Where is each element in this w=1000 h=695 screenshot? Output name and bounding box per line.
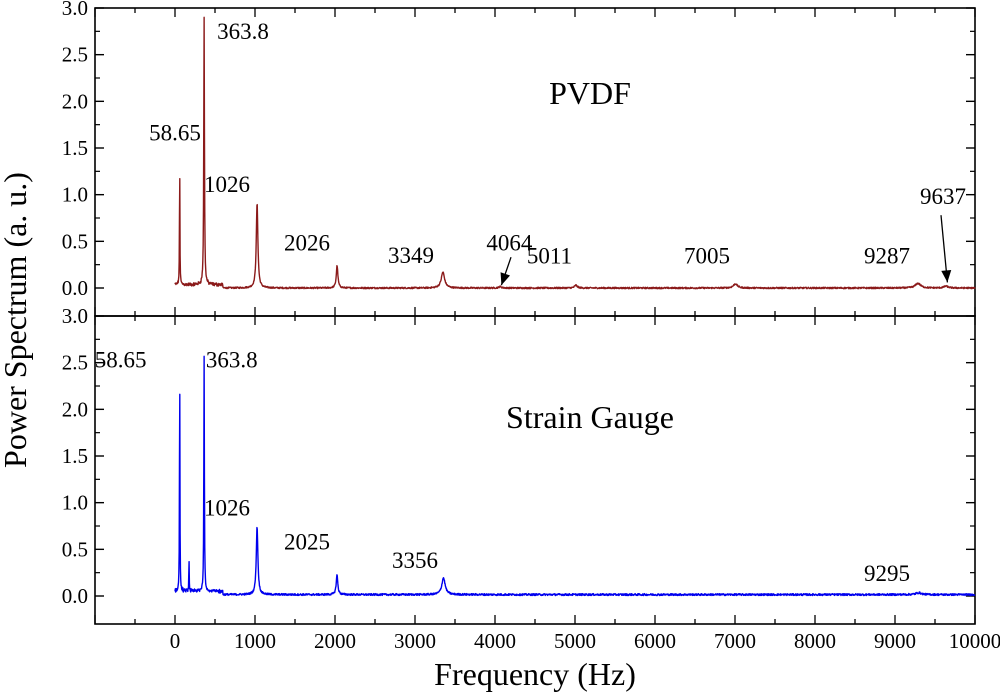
y-tick-label: 1.0	[62, 183, 88, 207]
chart-panels: 0.0 0.5 1.0 1.5 2.0 2.5 3.0 58.65 363.8 1026 2026 3…	[62, 0, 1000, 653]
x-tick-label: 0	[170, 629, 181, 653]
x-tick-label: 8000	[794, 629, 836, 653]
peak-label: 1026	[204, 496, 250, 521]
x-tick-label: 5000	[554, 629, 596, 653]
peak-label: 9287	[864, 244, 910, 269]
y-tick-label: 2.0	[62, 89, 88, 113]
x-tick-label: 1000	[234, 629, 276, 653]
y-tick-label: 0.0	[62, 584, 88, 608]
annotation-arrow-head	[941, 269, 952, 283]
peak-label: 1026	[204, 172, 250, 197]
y-tick-label: 2.0	[62, 397, 88, 421]
x-tick-label: 3000	[394, 629, 436, 653]
spectrum-line	[174, 355, 976, 597]
y-tick-label: 1.0	[62, 491, 88, 515]
panel-strain-gauge: 0.0 0.5 1.0 1.5 2.0 2.5 3.0 58.65 363.8 1026 2025 3…	[62, 304, 1000, 653]
y-tick-label: 3.0	[62, 0, 88, 20]
peak-label: 9637	[920, 184, 966, 209]
x-tick-label: 7000	[714, 629, 756, 653]
peak-label: 5011	[527, 244, 572, 269]
y-tick-label: 1.5	[62, 136, 88, 160]
y-tick-label: 3.0	[62, 304, 88, 328]
x-tick-label: 9000	[874, 629, 916, 653]
spectrum-line	[174, 16, 976, 290]
peak-label: 3356	[392, 548, 438, 573]
peak-label: 363.8	[217, 19, 269, 44]
y-tick-label: 0.5	[62, 537, 88, 561]
y-axis-title: Power Spectrum (a. u.)	[0, 172, 33, 468]
peak-label: 7005	[684, 244, 730, 269]
peak-label: 363.8	[206, 347, 258, 372]
peak-label: 58.65	[95, 347, 147, 372]
y-tick-label: 0.0	[62, 276, 88, 300]
peak-label: 58.65	[149, 121, 201, 146]
panel-frame	[94, 7, 976, 317]
peak-label: 9295	[864, 561, 910, 586]
panel-title: PVDF	[549, 75, 631, 111]
y-tick-label: 1.5	[62, 444, 88, 468]
y-tick-label: 0.5	[62, 229, 88, 253]
x-axis-title: Frequency (Hz)	[434, 656, 636, 692]
panel-pvdf: 0.0 0.5 1.0 1.5 2.0 2.5 3.0 58.65 363.8 1026 2026 3…	[62, 0, 976, 317]
x-tick-label: 2000	[314, 629, 356, 653]
peak-label: 2026	[284, 231, 330, 256]
x-tick-label: 4000	[474, 629, 516, 653]
panel-title: Strain Gauge	[506, 399, 674, 435]
x-tick-label: 6000	[634, 629, 676, 653]
y-tick-label: 2.5	[62, 43, 88, 67]
annotation-arrow-head	[500, 272, 511, 286]
y-tick-label: 2.5	[62, 351, 88, 375]
x-tick-label: 10000	[949, 629, 1000, 653]
peak-label: 3349	[388, 243, 434, 268]
peak-label: 2025	[284, 529, 330, 554]
peak-label: 4064	[486, 231, 533, 256]
